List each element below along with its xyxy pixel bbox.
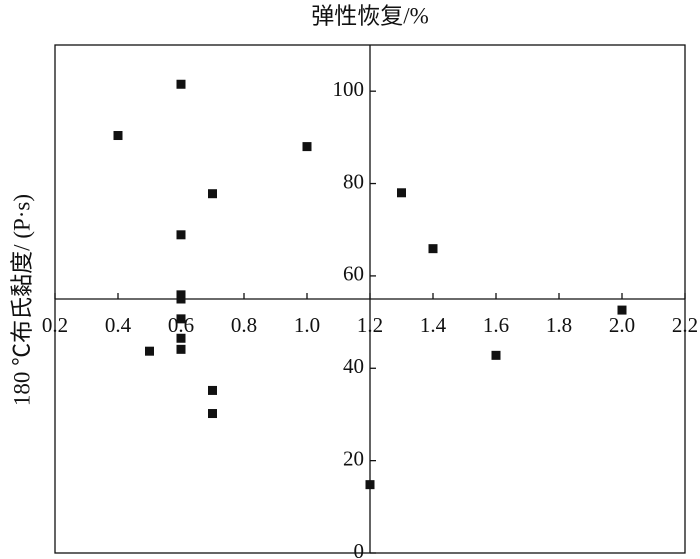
point [365,480,375,490]
point [491,350,501,360]
x-tick-label: 1.0 [294,313,320,337]
point [176,79,186,89]
x-tick-label: 2.0 [609,313,635,337]
point [176,344,186,354]
point [302,142,312,152]
y-tick-label: 100 [333,77,365,101]
y-tick-label: 60 [343,262,364,286]
x-tick-label: 2.2 [672,313,698,337]
y-axis-label: 180 ℃布氏黏度/ (P·s) [9,194,34,406]
x-tick-label: 0.8 [231,313,257,337]
y-tick-label: 0 [354,539,365,559]
point [397,188,406,198]
point [176,294,186,304]
y-tick-label: 20 [343,446,364,470]
point [208,409,217,419]
point [208,385,217,395]
x-tick-label: 0.4 [105,313,132,337]
x-tick-label: 1.8 [546,313,572,337]
point [428,244,438,254]
x-tick-label: 0.2 [42,313,68,337]
point [208,189,217,199]
point [617,305,627,315]
point [176,333,186,343]
x-tick-label: 1.4 [420,313,447,337]
point [176,314,186,324]
chart-title: 弹性恢复/% [311,3,429,28]
point [113,131,123,141]
x-tick-label: 1.6 [483,313,509,337]
point [176,230,186,240]
y-tick-label: 80 [343,169,364,193]
y-tick-label: 40 [343,354,364,378]
x-tick-label: 1.2 [357,313,383,337]
point [145,346,154,356]
